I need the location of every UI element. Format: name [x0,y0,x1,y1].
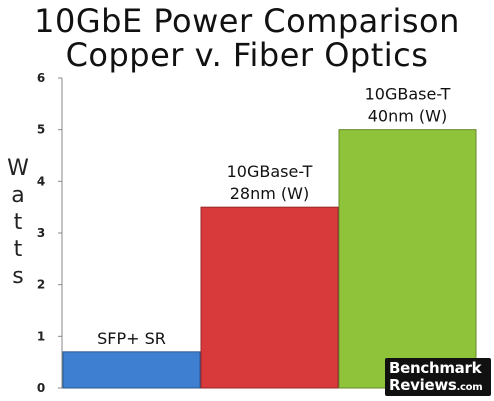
bar [338,129,477,389]
bar-category-label: 10GBase-T [227,162,313,181]
y-axis-label-letter: s [12,264,23,289]
logo-line-2-main: Reviews [389,376,457,394]
y-axis-label-letter: t [14,237,23,262]
y-axis-label-letter: W [7,156,29,181]
chart-title-line-2: Copper v. Fiber Optics [65,36,429,74]
bar-category-label: 40nm (W) [368,107,447,126]
bar-category-label: 10GBase-T [365,85,451,104]
y-axis-label-letter: t [14,210,23,235]
logo-line-2: Reviews.com [389,376,483,394]
y-tick-label: 0 [37,381,45,395]
chart-title-line-1: 10GbE Power Comparison [34,2,460,40]
y-tick-label: 5 [37,123,45,137]
logo-line-1: Benchmark [389,359,482,377]
bar [62,351,201,389]
logo-line-2-suffix: .com [456,382,483,393]
y-tick-label: 4 [37,174,45,188]
y-tick-label: 2 [37,278,45,292]
bar [200,206,339,389]
benchmark-reviews-logo: Benchmark Reviews.com [385,358,491,396]
bar-category-label: SFP+ SR [97,329,166,348]
bar-category-label: 28nm (W) [230,184,309,203]
y-tick-label: 6 [37,71,45,85]
y-tick-label: 3 [37,226,45,240]
y-tick-label: 1 [37,329,45,343]
y-axis-label-letter: a [11,183,24,208]
